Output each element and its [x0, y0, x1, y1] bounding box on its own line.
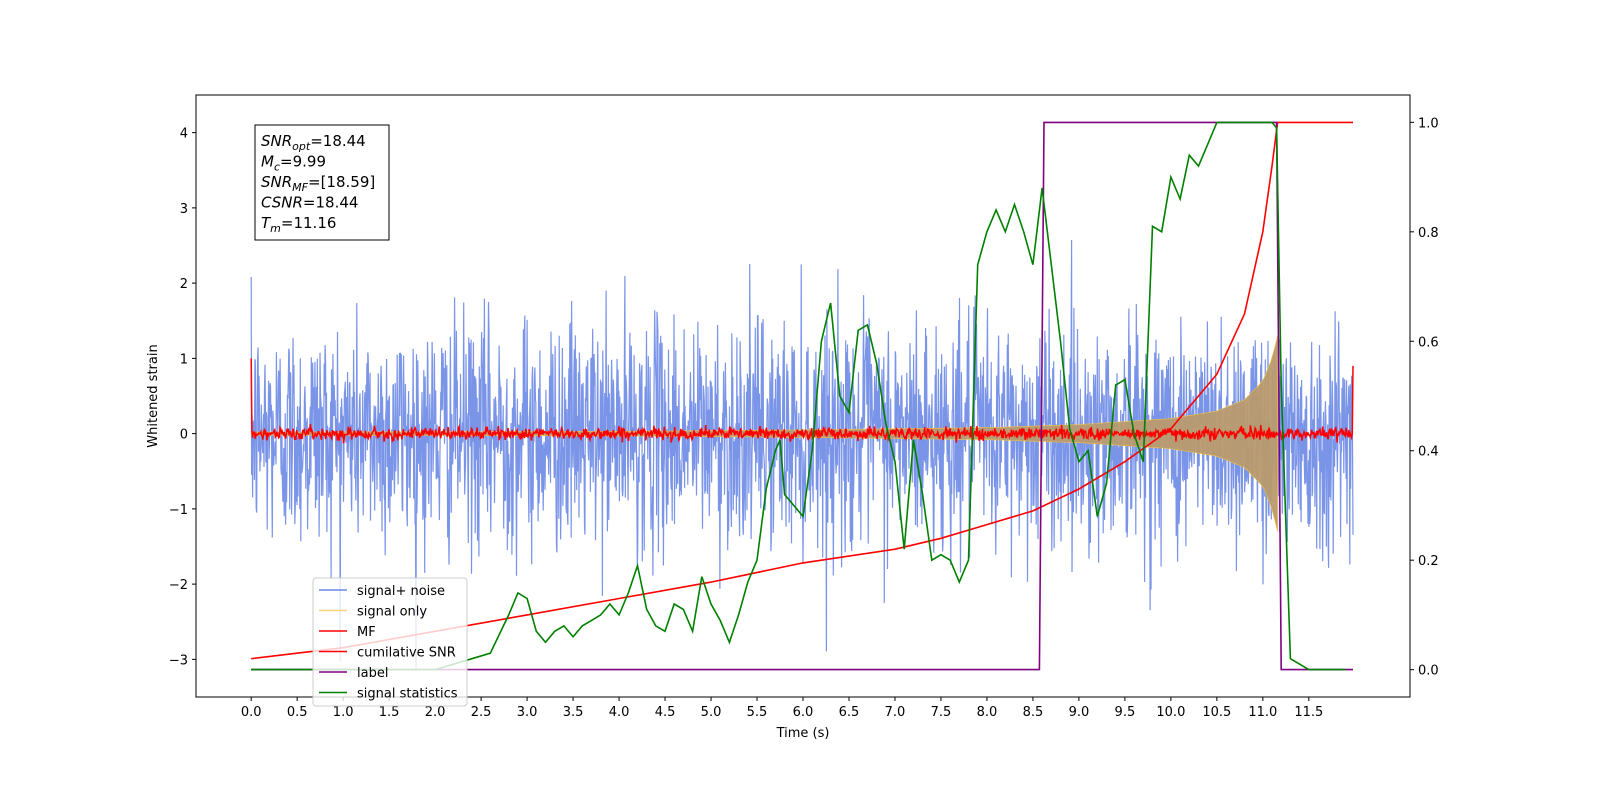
- x-tick-label: 2.0: [425, 705, 446, 720]
- y2-tick-label: 0.0: [1418, 664, 1439, 679]
- y-tick-label: −1: [169, 503, 188, 518]
- annotation-line: SNRMF=[18.59]: [261, 173, 375, 194]
- ticks-layer: 0.0 0.5 1.0 1.5 2.0 2.5 3.0 3.5 4.0 4.5 5.0 5.5 6.0 6…: [169, 116, 1439, 720]
- y-axis-title: Whitened strain: [146, 344, 161, 447]
- x-tick-label: 10.0: [1156, 705, 1185, 720]
- annotation-subscript: opt: [292, 140, 311, 153]
- annotation-subscript: c: [274, 161, 280, 174]
- x-tick-label: 8.0: [977, 705, 998, 720]
- legend-label: label: [357, 666, 388, 681]
- x-tick-label: 3.5: [563, 705, 584, 720]
- annotation-line: Mc=9.99: [261, 153, 326, 174]
- annotation-box: SNRopt=18.44Mc=9.99SNRMF=[18.59]CSNR=18.…: [254, 124, 390, 241]
- annotation-symbol: SNR: [261, 173, 292, 191]
- x-tick-label: 6.0: [793, 705, 814, 720]
- x-tick-label: 2.5: [471, 705, 492, 720]
- x-tick-label: 9.5: [1115, 705, 1136, 720]
- series-layer: [250, 121, 1354, 671]
- y-tick-label: 4: [180, 127, 188, 142]
- y-tick-label: 0: [180, 428, 188, 443]
- x-tick-label: 1.5: [379, 705, 400, 720]
- legend-label: MF: [357, 625, 376, 640]
- x-tick-label: 6.5: [839, 705, 860, 720]
- x-tick-label: 5.0: [701, 705, 722, 720]
- annotation-symbol: CSNR: [261, 194, 303, 212]
- annotation-value: =9.99: [280, 153, 326, 171]
- x-axis-title: Time (s): [776, 726, 830, 741]
- annotation-value: =11.16: [281, 214, 337, 232]
- x-tick-label: 1.0: [333, 705, 354, 720]
- legend-frame: [312, 577, 468, 707]
- x-tick-label: 7.5: [931, 705, 952, 720]
- y-tick-label: −3: [169, 653, 188, 668]
- y-tick-label: 2: [180, 277, 188, 292]
- series-mf: [250, 358, 1354, 444]
- annotation-line: Tm=11.16: [261, 214, 336, 235]
- y2-tick-label: 0.2: [1418, 554, 1439, 569]
- x-tick-label: 11.5: [1294, 705, 1323, 720]
- x-tick-label: 4.0: [609, 705, 630, 720]
- x-tick-label: 5.5: [747, 705, 768, 720]
- y2-tick-label: 0.4: [1418, 445, 1439, 460]
- annotation-value: =18.44: [303, 194, 359, 212]
- legend-label: signal only: [357, 605, 427, 620]
- x-tick-label: 0.5: [287, 705, 308, 720]
- annotation-symbol: M: [261, 153, 274, 171]
- series-signal-noise: [250, 239, 1354, 671]
- y2-tick-label: 0.8: [1418, 226, 1439, 241]
- y-tick-label: 3: [180, 202, 188, 217]
- annotation-line: CSNR=18.44: [261, 194, 358, 212]
- y2-tick-label: 1.0: [1418, 116, 1439, 131]
- series-cumilative-snr: [251, 121, 1353, 660]
- y-tick-label: −2: [169, 578, 188, 593]
- legend-label: signal+ noise: [357, 584, 445, 599]
- x-tick-label: 9.0: [1069, 705, 1090, 720]
- y2-tick-label: 0.6: [1418, 335, 1439, 350]
- series-signal-statistics: [251, 121, 1346, 671]
- x-tick-label: 3.0: [517, 705, 538, 720]
- x-tick-label: 4.5: [655, 705, 676, 720]
- annotation-subscript: m: [270, 222, 281, 235]
- legend-label: cumilative SNR: [357, 646, 456, 661]
- x-tick-label: 0.0: [241, 705, 262, 720]
- annotation-symbol: T: [261, 214, 272, 232]
- legend: signal+ noise signal only MF cumilative SNR…: [312, 577, 468, 707]
- x-tick-label: 11.0: [1248, 705, 1277, 720]
- annotation-frame: [254, 124, 390, 241]
- annotation-line: SNRopt=18.44: [261, 132, 366, 153]
- series-label: [251, 121, 1353, 671]
- x-tick-label: 10.5: [1202, 705, 1231, 720]
- x-tick-label: 8.5: [1023, 705, 1044, 720]
- annotation-value: =[18.59]: [308, 173, 375, 191]
- annotation-subscript: MF: [292, 181, 308, 194]
- x-tick-label: 7.0: [885, 705, 906, 720]
- legend-label: signal statistics: [357, 687, 458, 702]
- annotation-symbol: SNR: [261, 132, 292, 150]
- y-tick-label: 1: [180, 352, 188, 367]
- annotation-value: =18.44: [310, 132, 366, 150]
